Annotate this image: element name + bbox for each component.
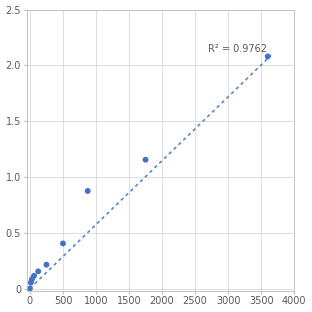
Text: R² = 0.9762: R² = 0.9762	[208, 44, 267, 54]
Point	[61, 241, 66, 246]
Point	[28, 280, 33, 285]
Point	[85, 188, 90, 193]
Point	[36, 269, 41, 274]
Point	[27, 286, 32, 291]
Point	[29, 277, 34, 282]
Point	[32, 273, 37, 278]
Point	[143, 157, 148, 162]
Point	[265, 54, 270, 59]
Point	[44, 262, 49, 267]
